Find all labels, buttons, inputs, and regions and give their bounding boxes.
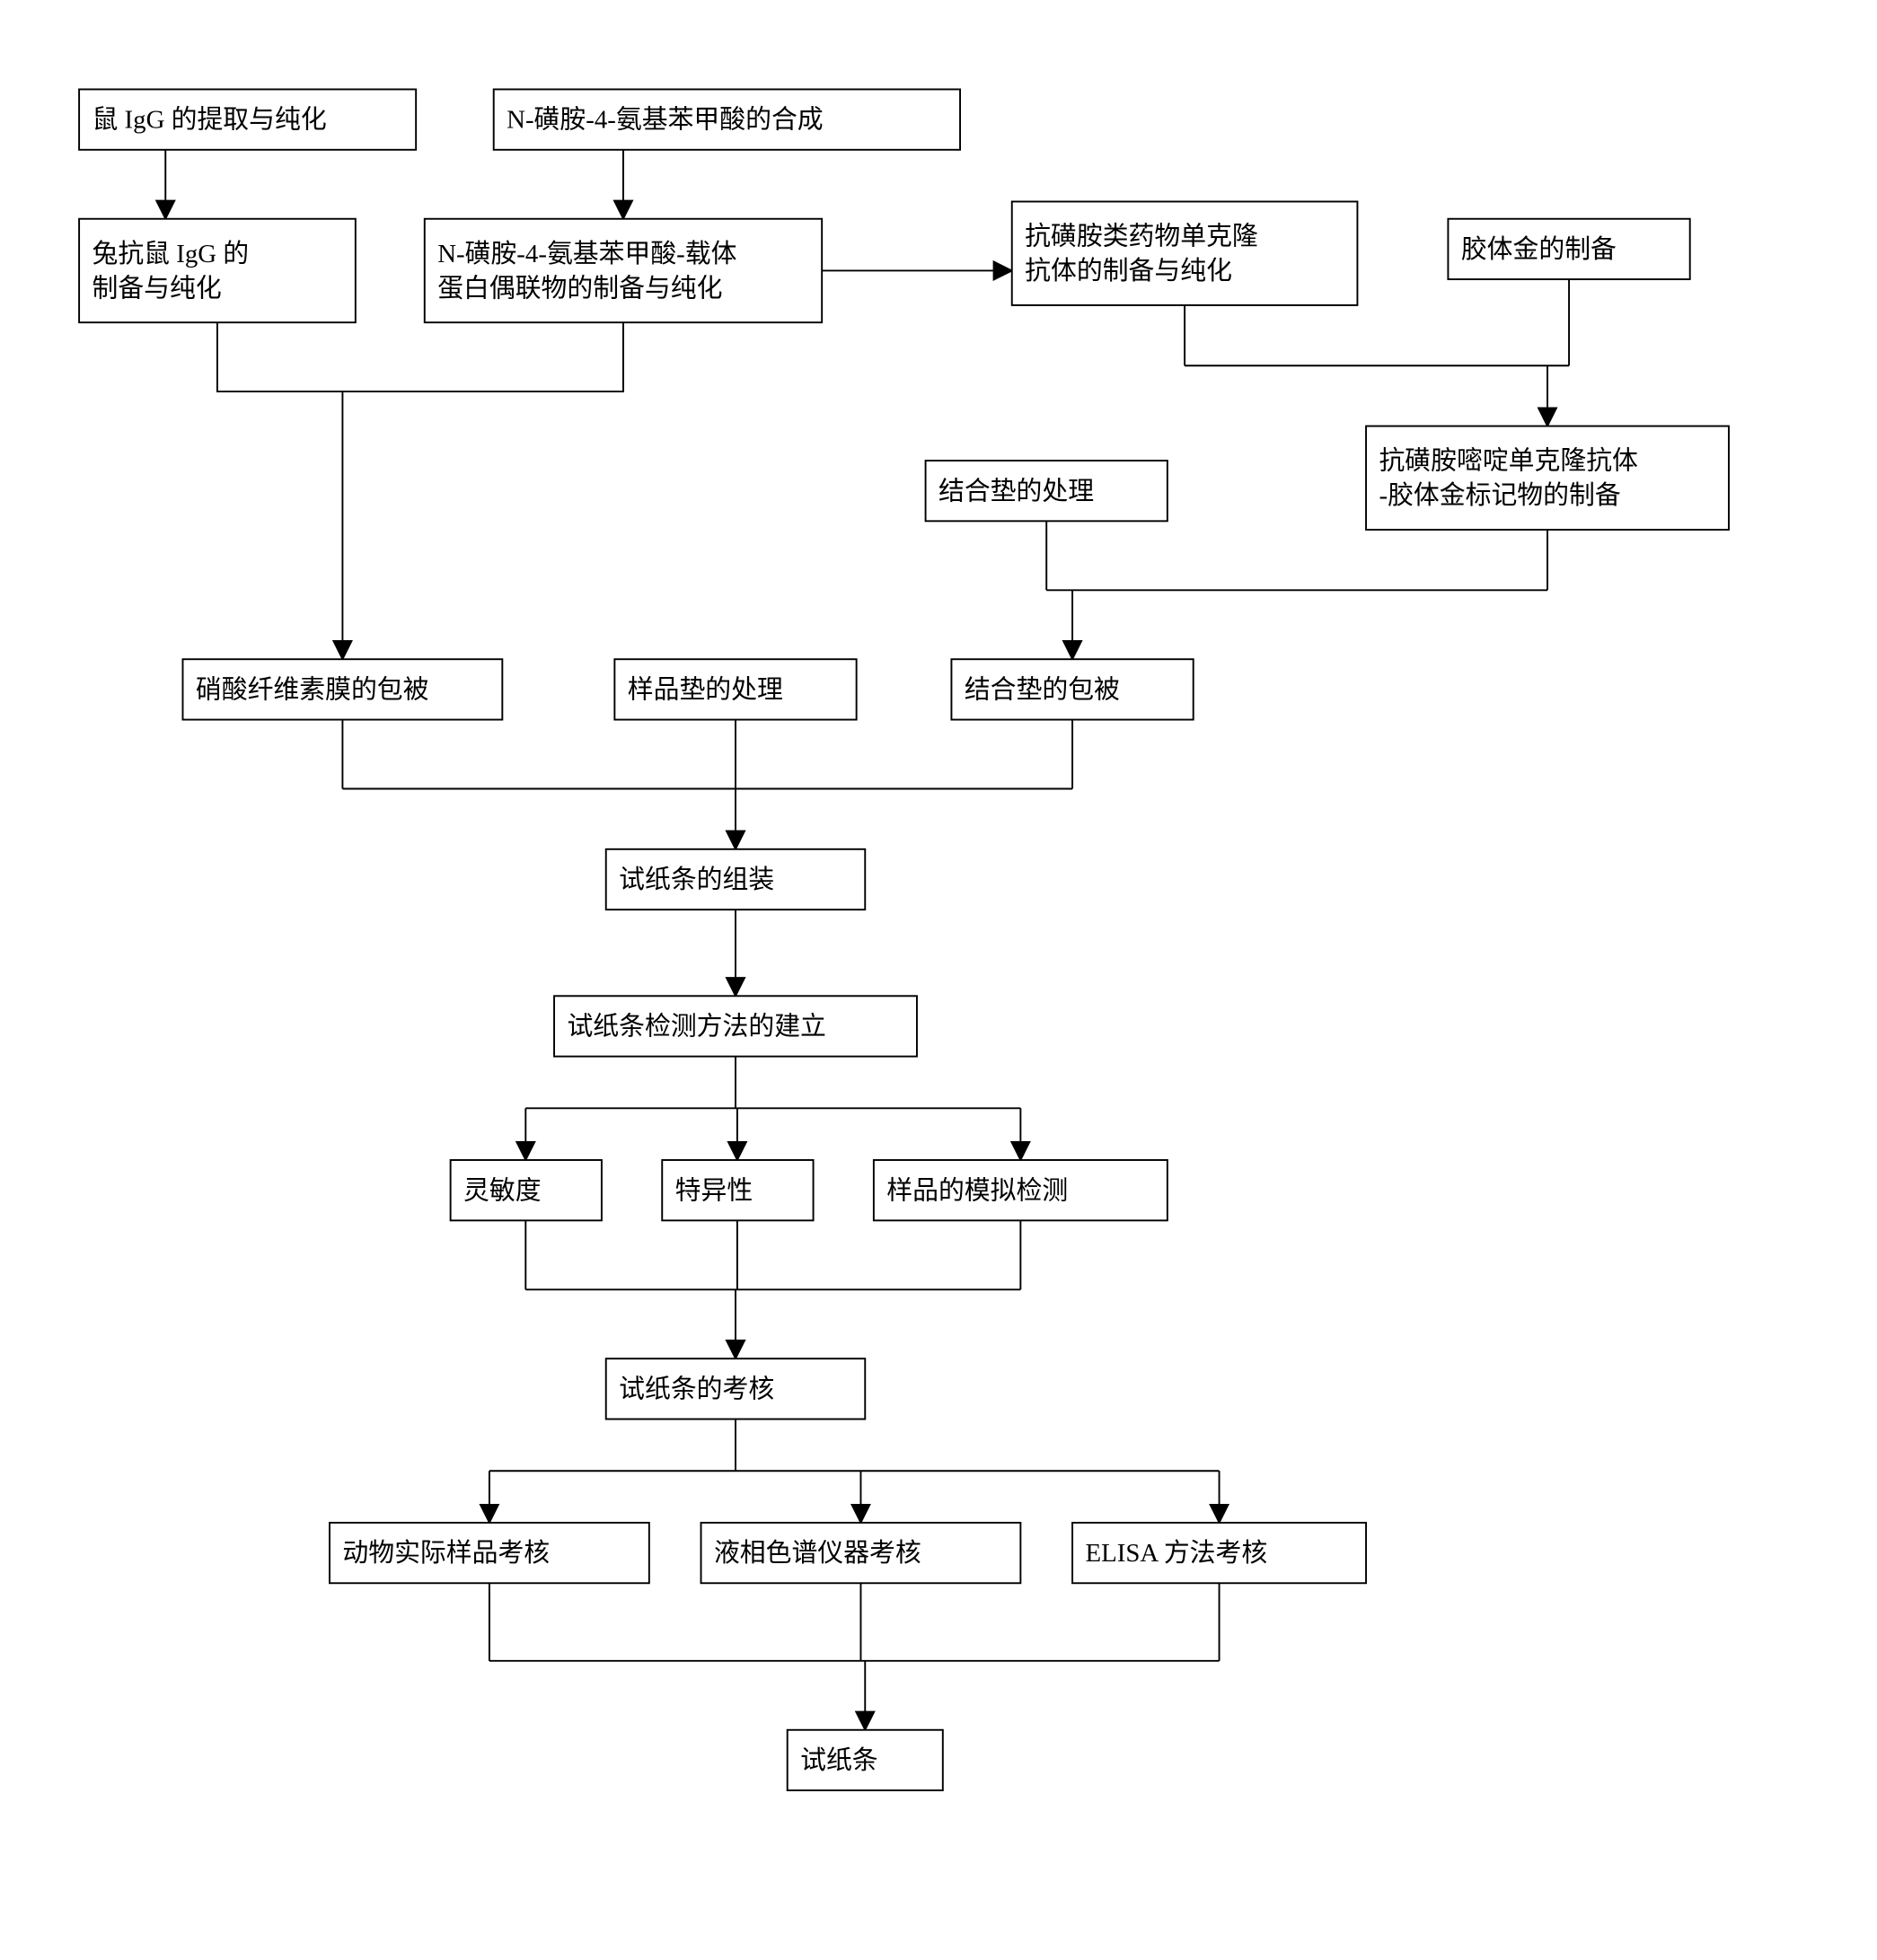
node-label: 液相色谱仪器考核: [714, 1539, 921, 1568]
flow-node-n13: 试纸条检测方法的建立: [554, 996, 917, 1056]
node-label: ELISA 方法考核: [1085, 1539, 1267, 1568]
node-label: 试纸条的组装: [619, 866, 774, 894]
node-label: 样品的模拟检测: [886, 1176, 1068, 1205]
node-label: 试纸条: [800, 1746, 878, 1775]
node-box: [1366, 426, 1729, 530]
node-label: 抗体的制备与纯化: [1025, 257, 1232, 286]
flow-node-n20: ELISA 方法考核: [1072, 1523, 1366, 1583]
flow-node-n9: 硝酸纤维素膜的包被: [182, 659, 502, 719]
node-label: 抗磺胺类药物单克隆: [1025, 223, 1258, 251]
edge: [217, 322, 623, 391]
node-label: 动物实际样品考核: [342, 1539, 550, 1568]
flow-node-n16: 样品的模拟检测: [874, 1160, 1168, 1220]
node-label: 兔抗鼠 IgG 的: [93, 240, 250, 268]
flow-node-n15: 特异性: [662, 1160, 813, 1220]
flow-node-n12: 试纸条的组装: [606, 849, 866, 910]
flow-node-n3: 兔抗鼠 IgG 的制备与纯化: [79, 219, 356, 322]
flow-node-n10: 样品垫的处理: [614, 659, 856, 719]
node-label: 胶体金的制备: [1461, 235, 1617, 264]
node-label: 灵敏度: [463, 1176, 542, 1205]
flow-node-n8: 抗磺胺嘧啶单克隆抗体 -胶体金标记物的制备: [1366, 426, 1729, 530]
flow-node-n11: 结合垫的包被: [951, 659, 1193, 719]
node-label: 蛋白偶联物的制备与纯化: [437, 274, 722, 303]
flow-node-n17: 试纸条的考核: [606, 1358, 866, 1419]
flow-node-n4: N-磺胺-4-氨基苯甲酸-载体蛋白偶联物的制备与纯化: [425, 219, 822, 322]
node-label: 结合垫的处理: [938, 477, 1094, 505]
flow-node-n14: 灵敏度: [451, 1160, 602, 1220]
flow-node-n7: 结合垫的处理: [926, 461, 1168, 521]
node-label: 试纸条的考核: [619, 1375, 774, 1403]
flow-node-n1: 鼠 IgG 的提取与纯化: [79, 89, 416, 149]
node-label: N-磺胺-4-氨基苯甲酸-载体: [437, 240, 736, 268]
node-label: N-磺胺-4-氨基苯甲酸的合成: [507, 106, 824, 135]
flow-node-n18: 动物实际样品考核: [330, 1523, 649, 1583]
flow-node-n2: N-磺胺-4-氨基苯甲酸的合成: [494, 89, 960, 149]
node-box: [425, 219, 822, 322]
node-label: 抗磺胺嘧啶单克隆抗体: [1379, 447, 1638, 476]
node-label: 特异性: [675, 1176, 753, 1205]
node-label: -胶体金标记物的制备: [1379, 481, 1620, 510]
node-label: 试纸条检测方法的建立: [567, 1013, 825, 1042]
flow-node-n6: 胶体金的制备: [1448, 219, 1689, 279]
node-label: 硝酸纤维素膜的包被: [196, 675, 429, 704]
flowchart-diagram: 鼠 IgG 的提取与纯化 N-磺胺-4-氨基苯甲酸的合成兔抗鼠 IgG 的制备与纯…: [36, 36, 1841, 1924]
flow-node-n5: 抗磺胺类药物单克隆抗体的制备与纯化: [1012, 202, 1358, 305]
node-box: [1012, 202, 1358, 305]
node-box: [79, 219, 356, 322]
flow-node-n19: 液相色谱仪器考核: [701, 1523, 1021, 1583]
node-label: 制备与纯化: [93, 274, 222, 303]
node-label: 结合垫的包被: [965, 675, 1120, 704]
flow-node-n21: 试纸条: [788, 1730, 943, 1790]
node-label: 鼠 IgG 的提取与纯化: [93, 106, 327, 135]
node-label: 样品垫的处理: [628, 675, 783, 704]
